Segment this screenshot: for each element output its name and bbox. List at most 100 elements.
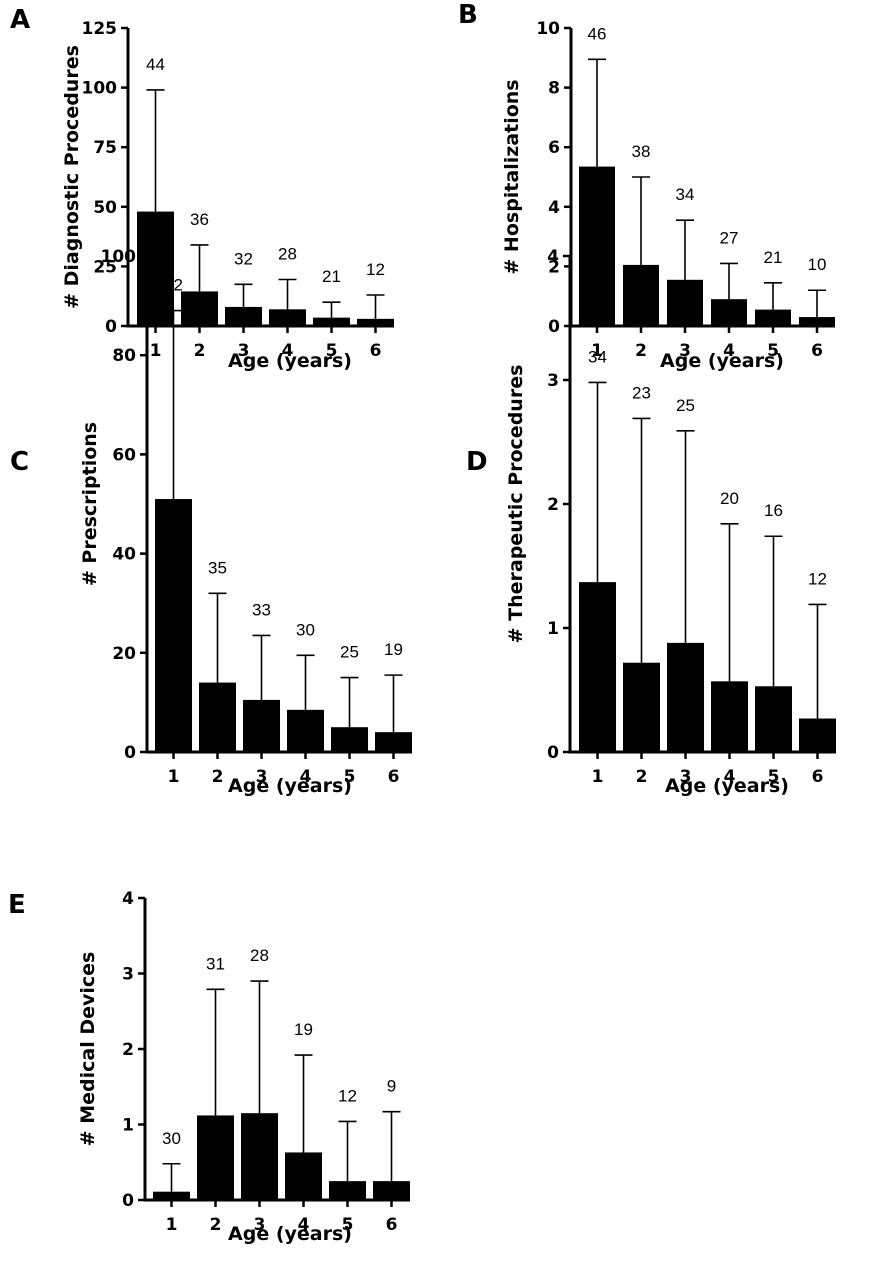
x-tick-label: 3 [680, 767, 692, 787]
y-tick-label: 4 [122, 889, 134, 909]
y-tick-label: 0 [105, 317, 117, 337]
sample-size-label: 32 [234, 249, 253, 268]
sample-size-label: 9 [387, 1077, 396, 1096]
y-tick-label: 6 [548, 138, 560, 158]
x-tick-label: 2 [635, 341, 647, 361]
y-tick-label: 20 [112, 644, 136, 664]
x-tick-label: 1 [150, 341, 162, 361]
x-tick-label: 2 [636, 767, 648, 787]
x-tick-label: 2 [194, 341, 206, 361]
bar [197, 1115, 234, 1200]
x-tick-label: 5 [326, 341, 338, 361]
y-tick-label: 100 [82, 79, 118, 99]
y-tick-label: 0 [122, 1191, 134, 1211]
y-tick-label: 2 [547, 495, 559, 515]
sample-size-label: 30 [162, 1129, 181, 1148]
y-tick-label: 2 [122, 1040, 134, 1060]
bar [667, 279, 703, 326]
bar [287, 709, 324, 752]
x-axis-title: Age (years) [228, 775, 352, 797]
x-tick-label: 5 [767, 341, 779, 361]
panel-a: A 0 25 50 75 100 125 1 44 2 36 3 32 4 28 5 21 6 12 Age (yea… [10, 5, 394, 372]
sample-size-label: 31 [206, 954, 225, 973]
y-tick-label: 80 [112, 346, 136, 366]
y-tick-label: 3 [547, 371, 559, 391]
y-tick-label: 8 [548, 79, 560, 99]
sample-size-label: 23 [632, 383, 651, 402]
bar [269, 309, 306, 326]
y-tick-label: 4 [548, 198, 560, 218]
bar [799, 718, 836, 752]
x-tick-label: 5 [768, 767, 780, 787]
bar [181, 291, 218, 326]
sample-size-label: 28 [278, 245, 297, 264]
x-tick-label: 2 [212, 767, 224, 787]
x-axis-title: Age (years) [665, 775, 789, 797]
x-tick-label: 6 [812, 767, 824, 787]
sample-size-label: 42 [164, 276, 183, 295]
bar [153, 1191, 190, 1200]
x-tick-label: 4 [723, 341, 735, 361]
x-tick-label: 1 [592, 767, 604, 787]
bar [155, 499, 192, 752]
bar [755, 686, 792, 752]
bar [711, 681, 748, 752]
panel-letter-d: D [466, 447, 488, 477]
y-tick-label: 50 [93, 198, 117, 218]
panel-letter-e: E [8, 890, 26, 920]
sample-size-label: 12 [808, 569, 827, 588]
bar [331, 727, 368, 752]
bar [623, 264, 659, 326]
sample-size-label: 12 [366, 260, 385, 279]
bar [199, 682, 236, 752]
y-tick-label: 3 [122, 965, 134, 985]
sample-size-label: 12 [338, 1086, 357, 1105]
y-axis-title: # Prescriptions [79, 422, 101, 586]
x-tick-label: 2 [210, 1215, 222, 1235]
bar [225, 306, 262, 326]
bar [241, 1113, 278, 1200]
bar [667, 642, 704, 752]
y-tick-label: 0 [547, 743, 559, 763]
panel-letter-a: A [10, 5, 30, 35]
x-tick-label: 4 [298, 1215, 310, 1235]
sample-size-label: 30 [296, 620, 315, 639]
bar [711, 299, 747, 326]
y-tick-label: 2 [548, 257, 560, 277]
sample-size-label: 34 [588, 347, 607, 366]
sample-size-label: 25 [340, 643, 359, 662]
sample-size-label: 27 [720, 228, 739, 247]
x-axis-title: Age (years) [660, 350, 784, 372]
sample-size-label: 33 [252, 600, 271, 619]
x-axis-title: Age (years) [228, 350, 352, 372]
sample-size-label: 38 [632, 142, 651, 161]
sample-size-label: 19 [384, 640, 403, 659]
sample-size-label: 44 [146, 55, 165, 74]
sample-size-label: 25 [676, 396, 695, 415]
bar [375, 732, 412, 752]
sample-size-label: 34 [676, 185, 695, 204]
y-tick-label: 0 [548, 317, 560, 337]
sample-size-label: 35 [208, 558, 227, 577]
x-tick-label: 6 [386, 1215, 398, 1235]
sample-size-label: 28 [250, 946, 269, 965]
bar [243, 699, 280, 752]
x-tick-label: 5 [344, 767, 356, 787]
x-tick-label: 1 [166, 1215, 178, 1235]
x-tick-label: 1 [591, 341, 603, 361]
sample-size-label: 10 [808, 255, 827, 274]
sample-size-label: 21 [764, 248, 783, 267]
panel-letter-b: B [458, 0, 478, 30]
y-tick-label: 10 [536, 19, 560, 39]
y-tick-label: 25 [93, 257, 117, 277]
y-tick-label: 4 [547, 247, 559, 267]
bar [755, 309, 791, 326]
y-axis-title: # Medical Devices [77, 952, 99, 1147]
x-tick-label: 3 [256, 767, 268, 787]
y-axis-title: # Therapeutic Procedures [505, 365, 527, 644]
sample-size-label: 20 [720, 489, 739, 508]
